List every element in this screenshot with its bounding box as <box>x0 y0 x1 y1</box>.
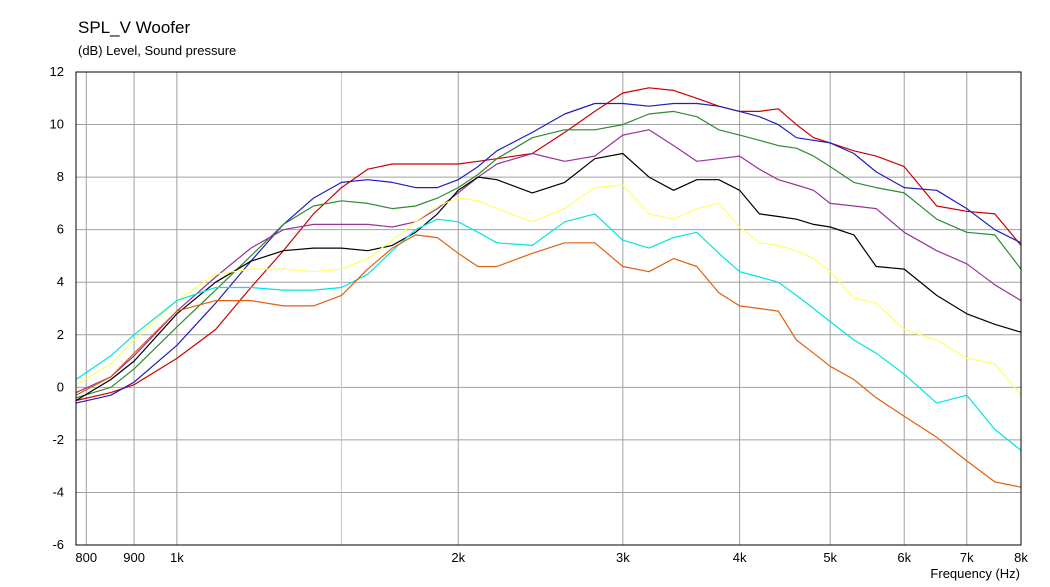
series-line-6 <box>75 184 1022 396</box>
plot-frame <box>75 71 1022 546</box>
y-tick-label: -4 <box>52 484 64 499</box>
y-tick-label: 4 <box>57 274 64 289</box>
y-tick-label: 8 <box>57 169 64 184</box>
x-tick-label: 1k <box>170 550 184 565</box>
y-tick-label: -2 <box>52 432 64 447</box>
x-tick-label: 4k <box>733 550 747 565</box>
y-tick-label: -6 <box>52 537 64 552</box>
series-line-5 <box>75 152 1022 402</box>
x-tick-label: 900 <box>123 550 145 565</box>
x-tick-labels: 800 900 1k 2k 3k 4k 5k 6k 7k 8k <box>75 550 1028 565</box>
y-axis-unit-label: (dB) Level, Sound pressure <box>78 43 237 58</box>
x-tick-label: 5k <box>823 550 837 565</box>
series-line-2 <box>75 102 1022 404</box>
x-tick-label: 800 <box>75 550 97 565</box>
y-tick-label: 0 <box>57 379 64 394</box>
series-line-1 <box>75 87 1022 402</box>
x-axis-label: Frequency (Hz) <box>930 566 1020 581</box>
series-line-8 <box>75 234 1022 488</box>
y-tick-label: 6 <box>57 222 64 237</box>
chart-title: SPL_V Woofer <box>78 18 191 37</box>
y-tick-label: 10 <box>50 117 64 132</box>
series-group <box>75 87 1022 488</box>
x-tick-label: 3k <box>616 550 630 565</box>
x-tick-label: 2k <box>451 550 465 565</box>
y-tick-label: 2 <box>57 327 64 342</box>
x-tick-label: 6k <box>897 550 911 565</box>
series-line-3 <box>75 110 1022 399</box>
x-tick-label: 7k <box>960 550 974 565</box>
x-tick-label: 8k <box>1014 550 1028 565</box>
y-tick-labels: -6 -4 -2 0 2 4 6 8 10 12 <box>50 64 64 552</box>
series-line-7 <box>75 213 1022 451</box>
y-tick-label: 12 <box>50 64 64 79</box>
series-line-4 <box>75 129 1022 394</box>
